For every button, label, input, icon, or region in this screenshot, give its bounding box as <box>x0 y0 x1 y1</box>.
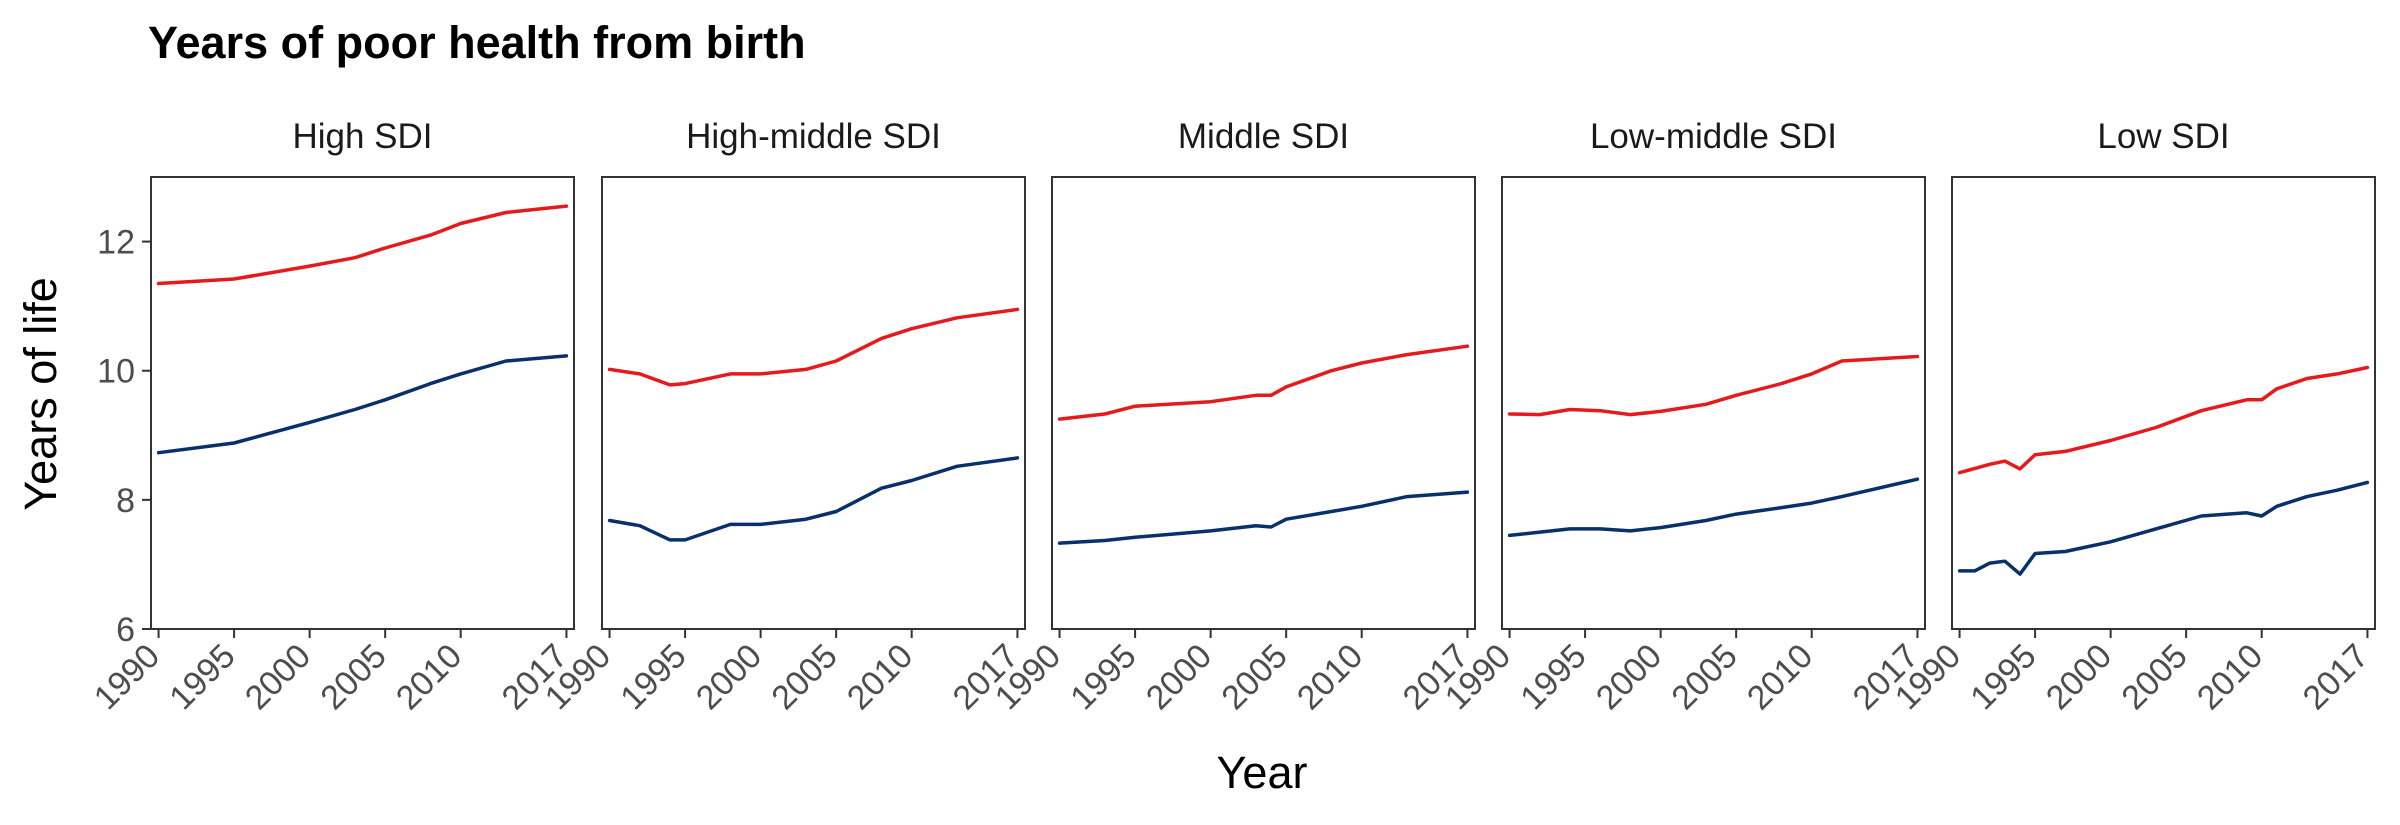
y-tick-label: 6 <box>116 611 135 649</box>
series-line-upper <box>1057 344 1470 421</box>
y-tick-label: 8 <box>116 482 135 520</box>
x-tick-label: 1995 <box>613 637 693 717</box>
x-tick-label: 2005 <box>764 637 844 717</box>
series-line-upper <box>1507 354 1920 417</box>
x-tick-label: 2000 <box>1139 637 1219 717</box>
x-tick-label: 2010 <box>1290 637 1370 717</box>
x-tick-label: 2005 <box>1214 637 1294 717</box>
y-tick-label: 12 <box>97 224 135 262</box>
x-tick-label: 2000 <box>1589 637 1669 717</box>
series-line-upper <box>607 307 1020 387</box>
x-tick-label: 1995 <box>162 637 242 717</box>
x-tick-label: 2005 <box>1664 637 1744 717</box>
series-line-lower <box>1507 477 1920 538</box>
x-tick-label: 2017 <box>2296 637 2376 717</box>
series-line-lower <box>1957 480 2370 576</box>
x-tick-label: 1995 <box>1513 637 1593 717</box>
panel-label: Low SDI <box>2097 117 2229 156</box>
x-tick-label: 2010 <box>1740 637 1820 717</box>
y-axis-title: Years of life <box>15 277 66 510</box>
x-tick-label: 2000 <box>238 637 318 717</box>
panel-frame <box>601 176 1026 630</box>
x-tick-label: 2010 <box>389 637 469 717</box>
x-tick-label: 2005 <box>2114 637 2194 717</box>
x-axis-title: Year <box>1217 747 1308 798</box>
x-tick-label: 2010 <box>840 637 920 717</box>
series-line-upper <box>1957 365 2370 475</box>
y-tick-label: 10 <box>97 353 135 391</box>
panel-frame <box>1951 176 2376 630</box>
series-line-lower <box>156 354 569 455</box>
series-line-lower <box>1057 490 1470 545</box>
panel-frame <box>150 176 575 630</box>
panel-label: High SDI <box>292 117 432 156</box>
panel-label: Middle SDI <box>1178 117 1349 156</box>
x-tick-label: 2010 <box>2190 637 2270 717</box>
panel-label: High-middle SDI <box>686 117 941 156</box>
x-tick-label: 2005 <box>313 637 393 717</box>
x-tick-label: 2000 <box>2039 637 2119 717</box>
x-tick-label: 1995 <box>1063 637 1143 717</box>
series-line-lower <box>607 456 1020 542</box>
panel-frame <box>1051 176 1476 630</box>
chart-title: Years of poor health from birth <box>148 17 806 68</box>
series-line-upper <box>156 204 569 286</box>
x-tick-label: 1995 <box>1963 637 2043 717</box>
x-tick-label: 2000 <box>689 637 769 717</box>
panel-label: Low-middle SDI <box>1590 117 1837 156</box>
